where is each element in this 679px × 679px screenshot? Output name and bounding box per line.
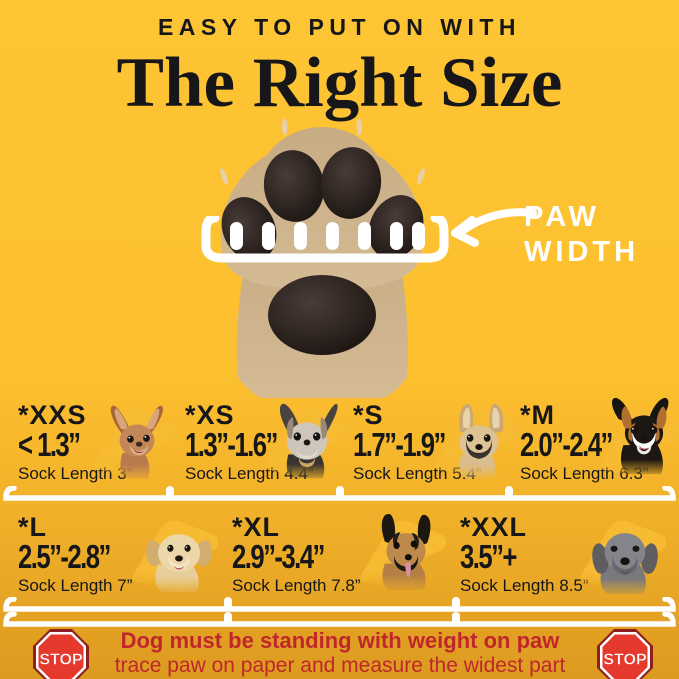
svg-text:STOP: STOP xyxy=(603,652,647,669)
svg-text:STOP: STOP xyxy=(39,652,83,669)
